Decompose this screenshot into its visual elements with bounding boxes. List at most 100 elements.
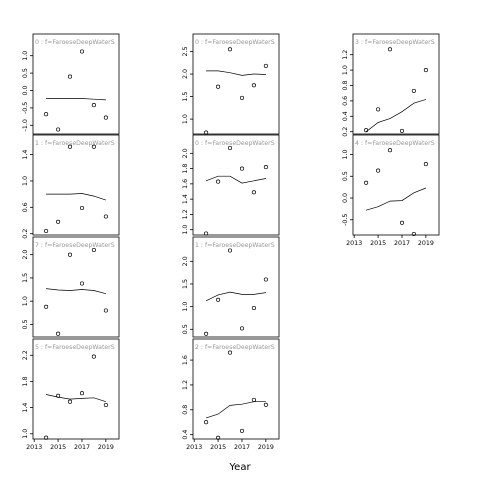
trend-line <box>46 193 107 201</box>
data-point <box>79 281 85 286</box>
panel-8: 5 : f=FaroeseDeepWaterS 1.0 1.4 1.8 2.2 2013 2… <box>22 338 120 451</box>
panel-4: 0 : f=FaroeseDeepWaterS 1.0 1.2 1.4 1.6 1.8 2.… <box>182 134 280 236</box>
data-point <box>411 231 416 237</box>
data-point <box>44 435 49 440</box>
y-tick-label: 1.2 <box>182 380 189 390</box>
y-tick-label: 1.8 <box>182 164 189 174</box>
y-tick-label: 2.0 <box>182 69 189 79</box>
data-point <box>251 397 256 402</box>
y-tick-label: 1.5 <box>182 279 189 289</box>
data-point <box>263 165 268 170</box>
data-point <box>227 350 233 355</box>
panel-grid: 0 : f=FaroeseDeepWaterS -1.0 -0.5 0.0 0.5 1.0… <box>22 33 440 451</box>
x-tick-label: 2017 <box>394 240 410 247</box>
data-point <box>239 428 245 433</box>
y-tick-label: 1.6 <box>182 179 189 189</box>
y-tick-label: 1.0 <box>22 176 29 186</box>
data-point <box>56 393 61 398</box>
panel-2: 3 : f=FaroeseDeepWaterS 0.2 0.4 0.6 0.8 1.0 1.… <box>342 33 440 137</box>
y-tick-label: 0.2 <box>342 127 349 137</box>
trend-line <box>205 401 266 419</box>
trend-line <box>365 99 427 132</box>
y-tick-label: 2.0 <box>182 256 189 266</box>
data-point <box>44 112 49 117</box>
data-point <box>79 391 85 396</box>
data-point <box>79 49 85 54</box>
panel-frame <box>352 33 440 135</box>
data-point <box>91 103 96 108</box>
panel-strip-label: 4 : f=FaroeseDeepWaterS <box>355 140 435 147</box>
data-point <box>239 166 245 171</box>
data-point <box>399 128 405 133</box>
data-point <box>263 277 268 282</box>
y-tick-label: 0.5 <box>182 324 189 334</box>
y-tick-label: 1.4 <box>22 150 29 160</box>
data-point <box>67 252 73 257</box>
y-tick-label: 2.5 <box>182 46 189 56</box>
y-tick-label: 1.4 <box>22 403 29 413</box>
y-tick-label: 0.0 <box>22 85 29 95</box>
data-point <box>67 399 73 404</box>
data-point <box>239 95 245 100</box>
data-point <box>216 297 221 302</box>
data-point <box>263 402 268 407</box>
panel-strip-label: 0 : f=FaroeseDeepWaterS <box>195 39 275 46</box>
panel-3: 1 : f=FaroeseDeepWaterS 0.2 0.6 1.0 1.4 <box>22 134 120 239</box>
data-point <box>67 74 73 79</box>
panel-frame <box>192 134 280 236</box>
panel-frame <box>32 236 120 338</box>
panel-strip-label: 1 : f=FaroeseDeepWaterS <box>195 242 275 249</box>
panel-strip-label: 3 : f=FaroeseDeepWaterS <box>355 39 435 46</box>
data-point <box>103 115 108 120</box>
data-point <box>411 88 416 93</box>
x-tick-label: 2019 <box>258 444 274 451</box>
data-point <box>364 180 369 185</box>
y-tick-label: 2.0 <box>22 250 29 260</box>
y-tick-label: 1.6 <box>182 355 189 365</box>
panel-frame <box>192 338 280 440</box>
data-point <box>204 420 209 425</box>
y-tick-label: 1.4 <box>182 194 189 204</box>
y-tick-label: 1.0 <box>182 225 189 235</box>
data-point <box>56 219 61 224</box>
data-point <box>91 144 96 149</box>
data-point <box>216 179 221 184</box>
y-tick-label: 1.2 <box>342 50 349 60</box>
data-point <box>227 145 233 151</box>
data-point <box>56 331 61 336</box>
panel-5: 4 : f=FaroeseDeepWaterS -0.5 0.0 0.5 1.0 2013… <box>342 134 440 247</box>
x-tick-label: 2015 <box>50 444 66 451</box>
y-tick-label: 1.0 <box>22 296 29 306</box>
y-tick-label: 0.4 <box>342 111 349 121</box>
panel-frame <box>32 33 120 135</box>
y-tick-label: 0.5 <box>342 171 349 181</box>
panel-frame <box>192 33 280 135</box>
x-tick-label: 2013 <box>346 240 362 247</box>
data-point <box>399 220 405 225</box>
x-tick-label: 2019 <box>98 444 114 451</box>
data-point <box>251 83 256 88</box>
data-point <box>263 63 268 68</box>
panel-frame <box>32 338 120 440</box>
y-tick-label: 0.6 <box>342 96 349 106</box>
y-tick-label: 1.0 <box>342 150 349 160</box>
data-point <box>91 247 96 253</box>
panel-strip-label: 2 : f=FaroeseDeepWaterS <box>195 344 275 351</box>
trend-line <box>366 187 427 211</box>
data-point <box>216 435 221 440</box>
data-point <box>423 162 428 167</box>
y-tick-label: 1.0 <box>22 51 29 61</box>
x-tick-label: 2015 <box>210 444 226 451</box>
data-point <box>387 47 393 52</box>
y-tick-label: 1.5 <box>22 273 29 283</box>
y-tick-label: 0.4 <box>182 430 189 440</box>
data-point <box>239 326 245 331</box>
data-point <box>364 128 369 133</box>
y-tick-label: 1.8 <box>22 376 29 386</box>
y-tick-label: -0.5 <box>22 102 29 114</box>
data-point <box>387 148 393 153</box>
panel-frame <box>32 134 120 236</box>
trend-line <box>206 70 266 76</box>
data-point <box>376 168 381 173</box>
